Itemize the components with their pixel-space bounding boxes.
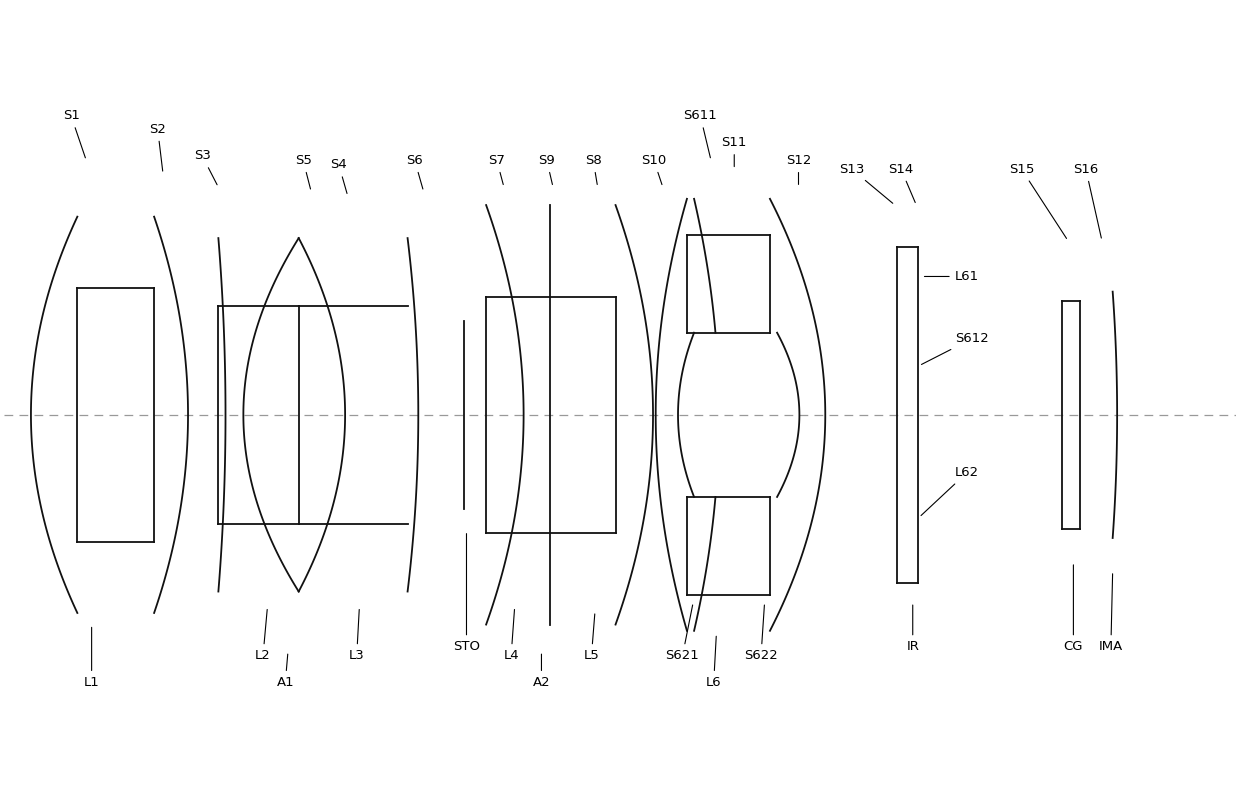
Text: S9: S9 <box>538 154 556 184</box>
Text: S2: S2 <box>149 122 166 171</box>
Text: S14: S14 <box>889 162 915 203</box>
Text: S621: S621 <box>666 605 699 663</box>
Text: L61: L61 <box>925 270 978 283</box>
Text: L62: L62 <box>921 466 978 516</box>
Text: L6: L6 <box>706 637 722 689</box>
Text: S7: S7 <box>489 154 505 184</box>
Text: L2: L2 <box>255 609 270 663</box>
Text: S6: S6 <box>407 154 423 189</box>
Text: IMA: IMA <box>1099 574 1123 653</box>
Text: A1: A1 <box>277 654 294 689</box>
Text: S12: S12 <box>786 154 811 184</box>
Text: S16: S16 <box>1074 162 1101 238</box>
Text: S622: S622 <box>744 605 777 663</box>
Text: STO: STO <box>453 534 480 653</box>
Text: L4: L4 <box>503 609 518 663</box>
Text: S5: S5 <box>295 154 311 189</box>
Text: L5: L5 <box>584 614 599 663</box>
Text: S4: S4 <box>331 159 347 193</box>
Text: S1: S1 <box>63 109 86 158</box>
Text: A2: A2 <box>533 654 551 689</box>
Text: S8: S8 <box>585 154 601 184</box>
Text: L1: L1 <box>84 627 99 689</box>
Text: L3: L3 <box>348 609 365 663</box>
Text: S11: S11 <box>722 136 746 166</box>
Text: S15: S15 <box>1009 162 1066 239</box>
Text: S10: S10 <box>641 154 667 184</box>
Text: IR: IR <box>906 605 919 653</box>
Text: CG: CG <box>1064 565 1084 653</box>
Text: S611: S611 <box>683 109 717 158</box>
Text: S13: S13 <box>839 162 893 203</box>
Text: S612: S612 <box>921 333 988 364</box>
Text: S3: S3 <box>193 149 217 184</box>
